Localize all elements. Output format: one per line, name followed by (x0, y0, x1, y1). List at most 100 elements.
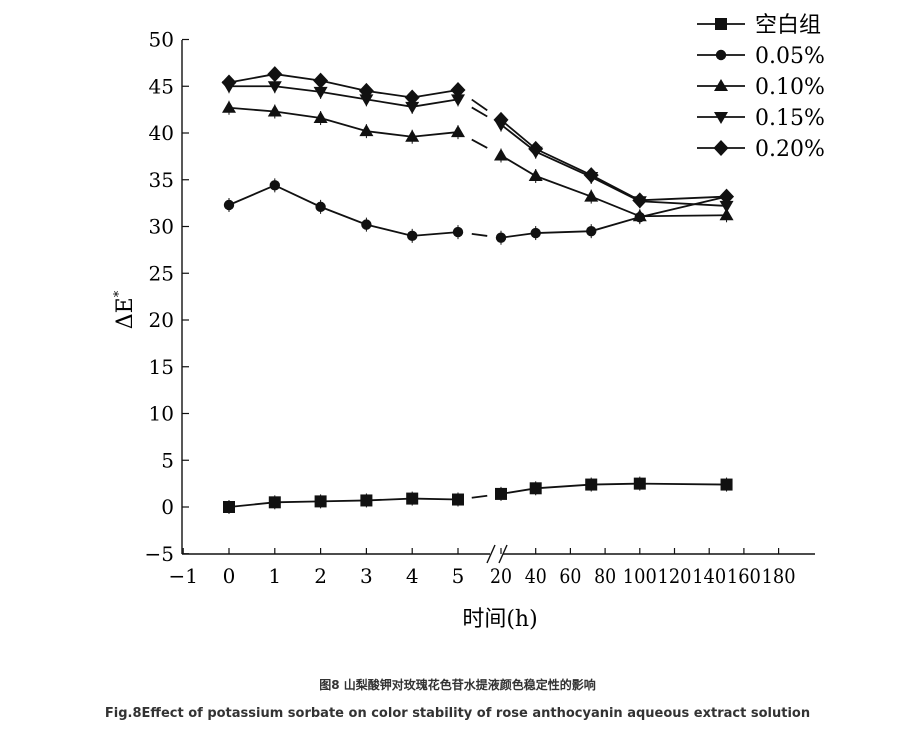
y-axis-label-main: ΔE (113, 297, 138, 329)
data-point (452, 226, 464, 238)
x-tick-label: −1 (168, 564, 197, 588)
x-tick-label: 100 (623, 564, 657, 588)
x-tick-label: 5 (452, 564, 465, 588)
x-tick-label: 180 (762, 564, 796, 588)
y-tick-label: 0 (161, 495, 174, 519)
legend-marker (713, 140, 729, 156)
x-tick-label: 140 (692, 564, 726, 588)
series-line (500, 123, 727, 207)
x-tick-label: 120 (658, 564, 692, 588)
series-break-connector (471, 106, 488, 118)
y-tick-label: 50 (149, 28, 174, 52)
series-break-connector (471, 494, 488, 499)
y-tick-label: 35 (149, 168, 174, 192)
legend-label: 0.05% (755, 44, 825, 69)
data-point (720, 478, 733, 491)
data-point (267, 81, 282, 94)
y-tick-label: 30 (149, 215, 174, 239)
data-point (267, 66, 283, 83)
data-point (361, 219, 372, 230)
data-point (585, 478, 598, 491)
x-tick-label: 80 (594, 564, 616, 588)
data-point (494, 148, 508, 161)
axes (181, 38, 815, 564)
data-point (315, 201, 326, 213)
data-point (222, 100, 236, 113)
x-tick-label: 60 (559, 564, 581, 588)
x-tick-label: 40 (525, 564, 547, 588)
data-point (586, 225, 597, 237)
x-tick-label: 0 (223, 564, 236, 588)
data-point (267, 104, 282, 117)
data-point (407, 230, 418, 242)
data-point (495, 487, 507, 500)
x-tick-label: 1 (268, 564, 281, 588)
data-point (360, 494, 373, 507)
data-point (358, 82, 374, 99)
data-point (493, 111, 509, 128)
x-tick-label: 20 (490, 564, 512, 588)
data-point (223, 501, 235, 513)
y-tick-label: 5 (161, 448, 174, 472)
legend-label: 0.15% (755, 106, 825, 131)
data-point (359, 124, 374, 137)
y-tick-label: 45 (149, 74, 174, 98)
y-tick-label: −5 (145, 542, 174, 566)
data-point (719, 188, 735, 205)
data-point (529, 482, 542, 495)
data-point (406, 492, 419, 505)
data-point (632, 209, 647, 222)
series-triangle-down (222, 79, 734, 213)
series-circle (223, 178, 732, 245)
data-point (451, 94, 465, 107)
series-diamond (221, 66, 735, 209)
legend-item: 0.15% (697, 106, 825, 131)
plot-area (221, 66, 735, 514)
data-point (632, 192, 648, 209)
data-point (495, 232, 507, 243)
legend-marker (715, 18, 727, 30)
data-point (314, 495, 327, 508)
legend-item: 0.20% (697, 137, 825, 162)
series-triangle-up (222, 100, 734, 224)
data-point (359, 94, 374, 107)
y-tick-label: 15 (149, 355, 174, 379)
y-axis-label-superscript: * (112, 290, 127, 297)
legend-marker (715, 49, 727, 61)
series-line (228, 184, 459, 237)
data-point (584, 189, 599, 202)
y-tick-label: 10 (149, 402, 174, 426)
y-tick-label: 20 (149, 308, 174, 332)
data-point (528, 169, 543, 182)
data-point (269, 180, 280, 191)
data-point (452, 493, 464, 506)
series-line (228, 73, 459, 99)
x-tick-label: 2 (314, 564, 327, 588)
data-point (405, 101, 420, 114)
x-tick-label: 3 (360, 564, 373, 588)
series-break-connector (471, 138, 488, 149)
figure-caption-english: Fig.8Effect of potassium sorbate on colo… (104, 706, 811, 721)
legend-marker (714, 79, 728, 91)
figure-caption-chinese: 图8 山梨酸钾对玫瑰花色苷水提液颜色稳定性的影响 (319, 678, 596, 692)
data-point (313, 111, 328, 124)
data-point (313, 86, 328, 99)
series-square (223, 476, 733, 514)
legend-marker (714, 112, 728, 124)
legend-label: 0.20% (755, 137, 825, 162)
y-tick-label: 40 (149, 121, 174, 145)
series-break-connector (471, 233, 488, 237)
data-point (450, 81, 466, 98)
data-point (530, 227, 541, 239)
legend-label: 空白组 (755, 13, 821, 38)
series-break-connector (471, 98, 488, 112)
data-point (719, 208, 734, 221)
axis-break-mark (486, 544, 496, 564)
x-axis-label: 时间(h) (462, 607, 537, 632)
legend-item: 0.05% (697, 44, 825, 69)
data-point (451, 125, 465, 138)
data-point (223, 199, 235, 211)
y-axis-label: ΔE* (112, 290, 138, 329)
